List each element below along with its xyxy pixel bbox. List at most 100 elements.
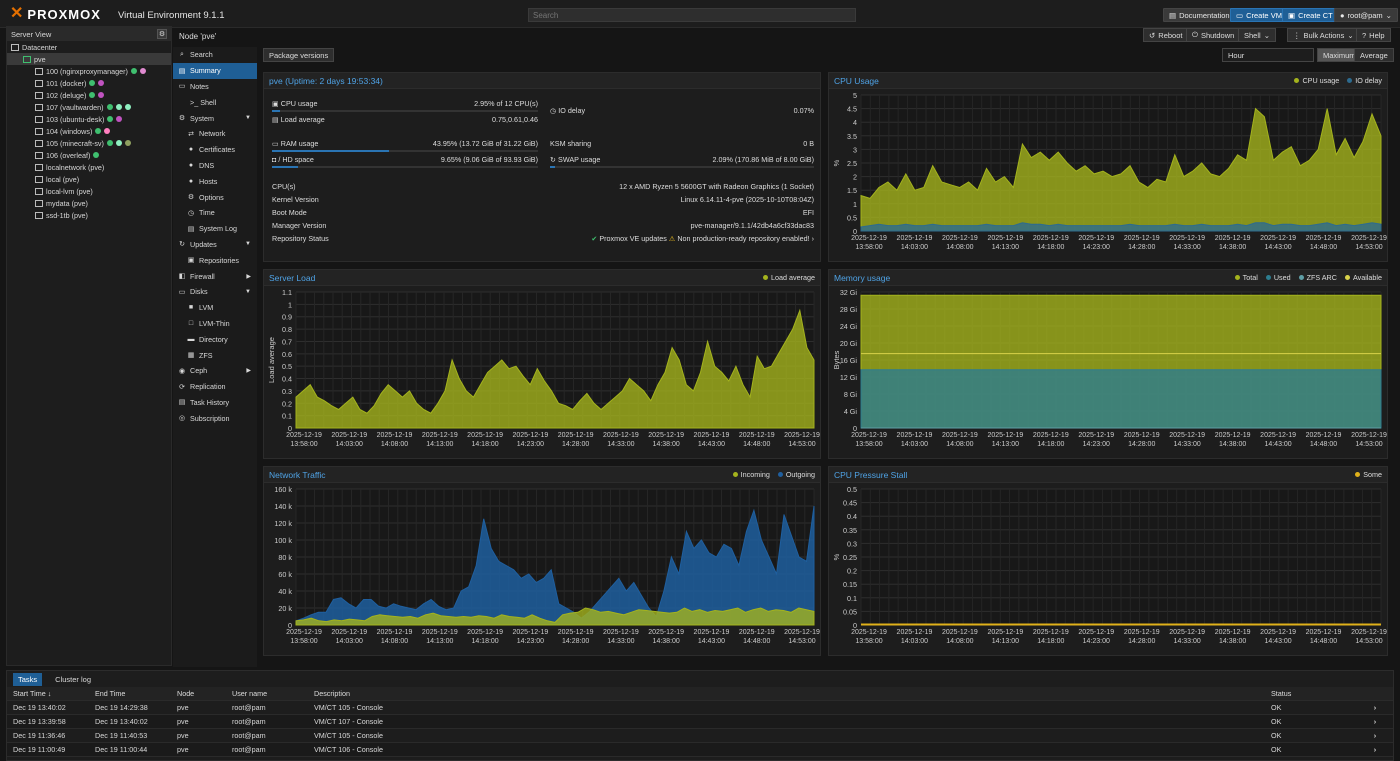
tab-tasks[interactable]: Tasks [13, 672, 43, 686]
tree-item[interactable]: 100 (nginxproxymanager) [7, 65, 171, 77]
legend-item[interactable]: Incoming [732, 470, 770, 479]
menu-item[interactable]: ▤ System Log [187, 224, 237, 234]
menu-item[interactable]: ▤ Summary [173, 62, 257, 79]
help-button[interactable]: ? Help [1356, 28, 1391, 42]
legend-item[interactable]: Load average [763, 273, 815, 282]
view-selector[interactable]: Server View ⚙ [7, 27, 171, 41]
menu-item[interactable]: ⟳ Replication [179, 382, 226, 392]
menu-item[interactable]: ▭ Disks ▼ [178, 287, 251, 297]
menu-item[interactable]: ◧ Firewall ▶ [178, 271, 251, 281]
menu-item[interactable]: ▬ Directory [187, 334, 228, 344]
x-tick-label: 2025-12-19 [739, 629, 775, 636]
reboot-button[interactable]: ↺ Reboot [1143, 28, 1189, 42]
chevron-right-icon[interactable]: › [1373, 717, 1377, 726]
y-tick-label: 12 Gi [840, 373, 858, 382]
tree-item[interactable]: 107 (vaultwarden) [7, 101, 171, 113]
gear-icon[interactable]: ⚙ [157, 29, 167, 39]
menu-item[interactable]: ◷ Time [187, 208, 215, 218]
menu-item[interactable]: ⇄ Network [188, 129, 226, 139]
legend-item[interactable]: Available [1344, 273, 1382, 282]
create-vm-button[interactable]: ▭ Create VM [1230, 8, 1288, 22]
tree-item[interactable]: 105 (minecraft-sv) [7, 137, 171, 149]
legend-item[interactable]: Total [1234, 273, 1258, 282]
tree-item[interactable]: local-lvm (pve) [7, 185, 171, 197]
menu-item[interactable]: ◎ Subscription [178, 413, 230, 423]
package-versions-button[interactable]: Package versions [263, 48, 335, 62]
menu-item[interactable]: ● Certificates [188, 145, 235, 155]
x-tick-label: 14:48:00 [743, 441, 770, 448]
col-description[interactable]: Description [314, 689, 350, 698]
y-tick-label: 0.2 [847, 567, 857, 576]
tree-item-label: 105 (minecraft-sv) [46, 138, 104, 148]
menu-icon: ▤ [178, 399, 186, 407]
menu-item[interactable]: ↻ Updates ▼ [179, 239, 251, 249]
x-tick-label: 14:43:00 [698, 638, 725, 645]
col-node[interactable]: Node [177, 689, 195, 698]
table-row[interactable]: Dec 19 11:00:49 Dec 19 11:00:44 pve root@pa… [7, 743, 1393, 757]
menu-item[interactable]: ▤ Task History [178, 397, 230, 407]
col-user[interactable]: User name [232, 689, 268, 698]
tree-item[interactable]: localnetwork (pve) [7, 161, 171, 173]
tree-item[interactable]: 104 (windows) [7, 125, 171, 137]
timeframe-select[interactable]: Hour [1222, 48, 1314, 62]
legend-item[interactable]: Some [1355, 470, 1382, 479]
menu-item[interactable]: ● Hosts [188, 176, 218, 186]
x-tick-label: 14:08:00 [381, 441, 408, 448]
legend-item[interactable]: Outgoing [777, 470, 815, 479]
table-row[interactable]: Dec 19 11:36:46 Dec 19 11:40:53 pve root@pa… [7, 729, 1393, 743]
tree-item[interactable]: pve [7, 53, 171, 65]
x-tick-label: 2025-12-19 [851, 235, 887, 242]
tab-cluster-log[interactable]: Cluster log [55, 674, 92, 684]
chevron-right-icon[interactable]: › [1373, 731, 1377, 740]
menu-item[interactable]: ◉ Ceph ▶ [178, 366, 251, 376]
col-end-time[interactable]: End Time [95, 689, 126, 698]
menu-item[interactable]: ■ LVM [188, 303, 214, 313]
table-row[interactable]: Dec 19 13:39:58 Dec 19 13:40:02 pve root@pa… [7, 715, 1393, 729]
chevron-right-icon[interactable]: › [1373, 745, 1377, 754]
menu-item[interactable]: ▭ Notes [178, 81, 209, 91]
tree-item[interactable]: ssd-1tb (pve) [7, 209, 171, 221]
x-tick-label: 14:53:00 [788, 441, 815, 448]
menu-item[interactable]: □ LVM-Thin [188, 318, 230, 328]
legend-item[interactable]: ZFS ARC [1298, 273, 1337, 282]
menu-item[interactable]: ⚙ Options [187, 192, 224, 202]
bulk-actions-button[interactable]: ⋮ Bulk Actions ⌄ [1287, 28, 1360, 42]
tree-item[interactable]: 101 (docker) [7, 77, 171, 89]
col-start-time[interactable]: Start Time ↓ [13, 689, 52, 698]
menu-item[interactable]: ▦ ZFS [187, 350, 213, 360]
user-menu-button[interactable]: ● root@pam ⌄ [1334, 8, 1398, 22]
tree-item[interactable]: 106 (overleaf) [7, 149, 171, 161]
table-row[interactable]: Dec 19 13:40:02 Dec 19 14:29:38 pve root@pa… [7, 701, 1393, 715]
create-ct-button[interactable]: ▣ Create CT [1282, 8, 1339, 22]
x-tick-label: 2025-12-19 [1033, 432, 1069, 439]
menu-item[interactable]: ● DNS [188, 160, 215, 170]
legend-item[interactable]: Used [1265, 273, 1291, 282]
x-tick-label: 2025-12-19 [784, 629, 820, 636]
shutdown-button[interactable]: ⏻ Shutdown [1186, 28, 1241, 42]
x-tick-label: 2025-12-19 [739, 432, 775, 439]
tree-item[interactable]: 103 (ubuntu-desk) [7, 113, 171, 125]
tree-item[interactable]: mydata (pve) [7, 197, 171, 209]
col-status[interactable]: Status [1271, 689, 1292, 698]
tasks-panel: Tasks Cluster log Start Time ↓ End Time … [6, 670, 1394, 761]
shell-button[interactable]: Shell ⌄ [1238, 28, 1276, 42]
chevron-right-icon[interactable]: › [1373, 703, 1377, 712]
menu-icon: ▬ [187, 335, 195, 343]
tree-item[interactable]: 102 (deluge) [7, 89, 171, 101]
tree-item[interactable]: local (pve) [7, 173, 171, 185]
menu-item[interactable]: ▣ Repositories [187, 255, 239, 265]
x-tick-label: 2025-12-19 [1078, 629, 1114, 636]
menu-item[interactable]: ⌕ Search [173, 47, 257, 63]
average-button[interactable]: Average [1354, 48, 1394, 62]
global-search-input[interactable] [528, 8, 856, 22]
y-tick-label: 1 [853, 200, 857, 209]
legend-item[interactable]: IO delay [1347, 76, 1382, 85]
repository-status-link[interactable]: ✔ Proxmox VE updates ⚠ Non production-re… [591, 234, 814, 243]
menu-item[interactable]: ⚙ System ▼ [178, 113, 251, 123]
menu-item[interactable]: >_ Shell [190, 97, 217, 107]
tree-item[interactable]: Datacenter [7, 41, 171, 53]
x-tick-label: 2025-12-19 [1033, 235, 1069, 242]
x-tick-label: 2025-12-19 [942, 432, 978, 439]
documentation-button[interactable]: ▤ Documentation [1163, 8, 1236, 22]
legend-item[interactable]: CPU usage [1294, 76, 1339, 85]
